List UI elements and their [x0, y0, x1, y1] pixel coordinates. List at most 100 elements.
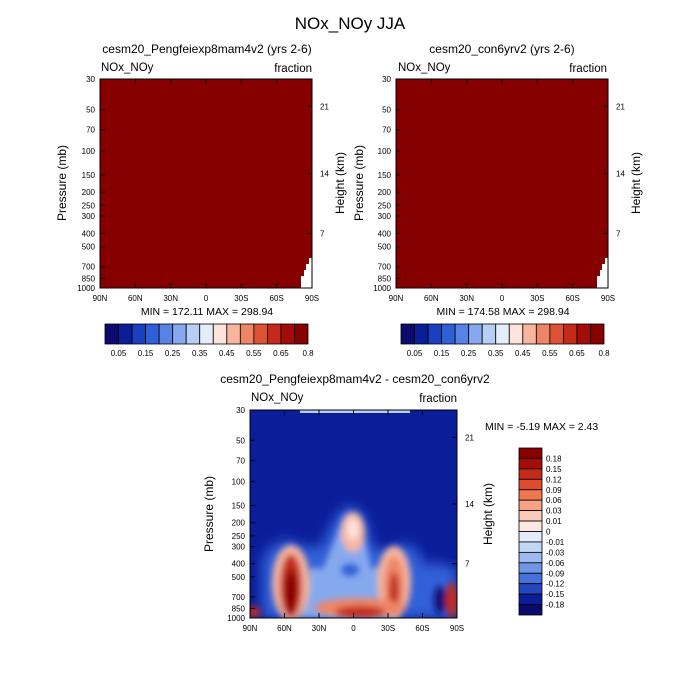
colorbar-swatch — [118, 323, 133, 345]
y-tick-label: 500 — [232, 573, 246, 582]
panel-title: cesm20_con6yrv2 (yrs 2-6) — [429, 42, 574, 56]
y-tick-label: 700 — [232, 593, 246, 602]
colorbar-swatch — [468, 323, 483, 345]
colorbar-swatch — [454, 323, 470, 345]
x-tick-label: 0 — [351, 624, 356, 633]
y-tick-label: 400 — [82, 229, 96, 238]
colorbar-label: 0.65 — [273, 349, 289, 358]
colorbar-swatch — [518, 604, 543, 616]
colorbar-swatch — [104, 323, 119, 345]
y2-tick-label: 21 — [320, 102, 329, 111]
colorbar: 0.05 0.15 0.25 0.35 0.45 0.55 0.65 0.8 — [104, 323, 314, 358]
x-tick-label: 60N — [277, 624, 292, 633]
y-axis-label: Pressure (mb) — [202, 476, 216, 552]
y-tick-label: 700 — [378, 263, 392, 272]
colorbar-swatch — [226, 323, 241, 345]
colorbar-label: 0.65 — [569, 349, 585, 358]
y-tick-label: 850 — [82, 274, 96, 283]
y-tick-label: 850 — [232, 604, 246, 613]
colorbar-label: 0.35 — [488, 349, 504, 358]
colorbar-swatch — [199, 323, 214, 345]
variable-label: NOx_NOy — [101, 62, 154, 74]
colorbar-label: 0.25 — [165, 349, 181, 358]
colorbar-swatch — [185, 323, 201, 345]
y-axis-label: Pressure (mb) — [352, 145, 366, 221]
colorbar-swatch — [239, 323, 255, 345]
y2-tick-label: 7 — [465, 560, 470, 569]
colorbar-swatch — [508, 323, 524, 345]
stats-text: MIN = -5.19 MAX = 2.43 — [485, 421, 598, 433]
y-tick-label: 150 — [378, 171, 392, 180]
variable-label: NOx_NOy — [251, 392, 304, 404]
colorbar-swatch — [400, 323, 415, 345]
colorbar-swatch — [518, 531, 543, 543]
colorbar-label: 0.12 — [546, 475, 562, 484]
x-tick-label: 90N — [93, 294, 108, 303]
colorbar: 0.05 0.15 0.25 0.35 0.45 0.55 0.65 0.8 — [400, 323, 610, 358]
y-tick-label: 50 — [382, 105, 391, 114]
x-tick-label: 0 — [500, 294, 505, 303]
colorbar-label: -0.06 — [546, 559, 565, 568]
colorbar-swatch — [518, 593, 543, 605]
colorbar-swatch — [518, 447, 543, 459]
y-tick-label: 100 — [232, 477, 246, 486]
colorbar-label: 0.15 — [546, 465, 562, 474]
colorbar-swatch — [414, 323, 429, 345]
colorbar-swatch — [576, 323, 591, 345]
panel-title: cesm20_Pengfeiexp8mam4v2 - cesm20_con6yr… — [220, 372, 490, 386]
colorbar-swatch — [518, 541, 543, 553]
colorbar-swatch — [518, 478, 543, 491]
y2-axis-label: Height (km) — [629, 152, 643, 214]
y-tick-label: 70 — [86, 126, 95, 135]
colorbar-swatch — [518, 572, 543, 585]
colorbar-label: 0.8 — [598, 349, 610, 358]
colorbar-label: 0.55 — [246, 349, 262, 358]
colorbar: 0.18 0.150.12 0.090.06 0.030.01 0-0.01-0.03 -… — [518, 447, 565, 616]
x-tick-label: 30S — [234, 294, 248, 303]
y-tick-label: 150 — [232, 501, 246, 510]
y-tick-label: 1000 — [227, 614, 245, 623]
y2-axis-label: Height (km) — [333, 152, 347, 214]
y-tick-label: 30 — [382, 75, 391, 84]
y-tick-label: 100 — [378, 147, 392, 156]
y-tick-label: 50 — [86, 105, 95, 114]
colorbar-swatch — [212, 323, 228, 345]
y-tick-label: 1000 — [373, 284, 391, 293]
mid-blue-pocket — [341, 564, 359, 576]
x-tick-label: 60S — [415, 624, 429, 633]
colorbar-label: 0.01 — [546, 517, 562, 526]
colorbar-swatch — [518, 510, 543, 522]
south-edge-positive — [446, 582, 457, 618]
colorbar-swatch — [294, 323, 309, 345]
colorbar-label: 0.8 — [302, 349, 314, 358]
colorbar-label: 0.15 — [138, 349, 154, 358]
y-tick-label: 200 — [378, 188, 392, 197]
figure-title: NOx_NOy JJA — [295, 14, 406, 33]
colorbar-label: 0.15 — [434, 349, 450, 358]
colorbar-swatch — [131, 323, 146, 345]
colorbar-label: -0.12 — [546, 580, 565, 589]
nh-plume-core — [285, 570, 297, 614]
colorbar-label: 0.03 — [546, 507, 562, 516]
axes-group: 3050701001502002503004005007008501000211… — [227, 406, 474, 633]
y-tick-label: 300 — [378, 212, 392, 221]
units-label: fraction — [274, 63, 312, 75]
y-tick-label: 300 — [82, 212, 96, 221]
low-value-notch — [597, 258, 608, 288]
south-edge-negative — [434, 586, 446, 614]
y-tick-label: 30 — [236, 406, 245, 415]
colorbar-label: 0.35 — [192, 349, 208, 358]
colorbar-swatch — [549, 323, 564, 345]
colorbar-swatch — [518, 520, 543, 532]
colorbar-label: -0.09 — [546, 569, 565, 578]
y-tick-label: 250 — [378, 201, 392, 210]
y-tick-label: 30 — [86, 75, 95, 84]
units-label: fraction — [569, 63, 607, 75]
y2-tick-label: 14 — [320, 169, 329, 178]
colorbar-label: 0.45 — [515, 349, 531, 358]
colorbar-swatch — [280, 323, 295, 345]
low-value-notch — [301, 258, 312, 288]
colorbar-label: 0.25 — [461, 349, 477, 358]
y-tick-label: 50 — [236, 436, 245, 445]
